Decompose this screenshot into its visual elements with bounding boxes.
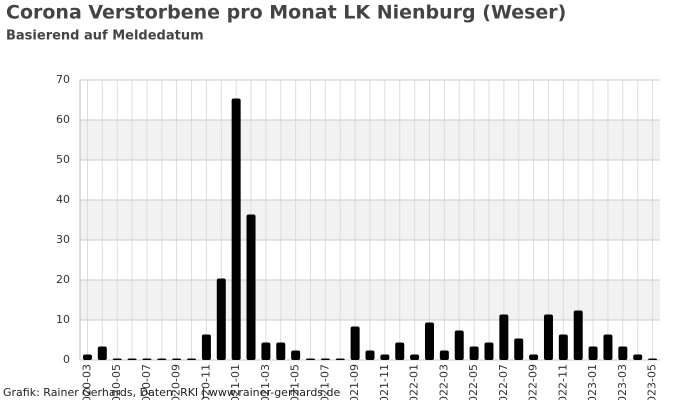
- chart-title: Corona Verstorbene pro Monat LK Nienburg…: [6, 2, 566, 24]
- bar: [320, 358, 330, 360]
- bar: [424, 322, 434, 360]
- bar: [380, 354, 390, 360]
- bar: [365, 350, 375, 360]
- x-tick-label: 2020-11: [199, 364, 212, 400]
- bar: [588, 346, 598, 360]
- y-tick-label: 0: [63, 353, 70, 366]
- bar: [97, 346, 107, 360]
- bar: [157, 358, 167, 360]
- bar: [246, 214, 256, 360]
- bar: [291, 350, 301, 360]
- y-tick-label: 70: [56, 73, 70, 86]
- x-tick-label: 2022-03: [437, 364, 450, 400]
- bar: [216, 278, 226, 360]
- bar: [558, 334, 568, 360]
- x-tick-label: 2021-11: [378, 364, 391, 400]
- bar: [573, 310, 583, 360]
- bar: [469, 346, 479, 360]
- y-tick-label: 20: [56, 273, 70, 286]
- x-tick-label: 2022-07: [497, 364, 510, 400]
- bar: [499, 314, 509, 360]
- x-tick-label: 2023-05: [646, 364, 659, 400]
- bar: [201, 334, 211, 360]
- bar: [439, 350, 449, 360]
- bar: [142, 358, 152, 360]
- bar: [82, 354, 92, 360]
- y-tick-label: 30: [56, 233, 70, 246]
- bar: [529, 354, 539, 360]
- x-tick-label: 2022-05: [467, 364, 480, 400]
- bar: [410, 354, 420, 360]
- bar: [648, 358, 658, 360]
- bar: [231, 98, 241, 360]
- bar: [514, 338, 524, 360]
- bar: [454, 330, 464, 360]
- bar: [633, 354, 643, 360]
- x-tick-label: 2023-03: [616, 364, 629, 400]
- bar: [603, 334, 613, 360]
- y-tick-label: 60: [56, 113, 70, 126]
- bar: [618, 346, 628, 360]
- x-tick-label: 2020-09: [170, 364, 183, 400]
- bar: [187, 358, 197, 360]
- y-tick-label: 40: [56, 193, 70, 206]
- x-tick-label: 2020-05: [110, 364, 123, 400]
- bar: [261, 342, 271, 360]
- chart-subtitle: Basierend auf Meldedatum: [6, 29, 204, 44]
- bar: [335, 358, 345, 360]
- bar: [350, 326, 360, 360]
- x-tick-label: 2021-09: [348, 364, 361, 400]
- x-tick-label: 2020-07: [140, 364, 153, 400]
- bar: [306, 358, 316, 360]
- bar: [543, 314, 553, 360]
- source-note: Grafik: Rainer Gerhards, Daten: RKI | ww…: [3, 386, 341, 399]
- x-tick-label: 2021-05: [289, 364, 302, 400]
- x-tick-label: 2021-01: [229, 364, 242, 400]
- x-tick-label: 2021-07: [318, 364, 331, 400]
- bar: [112, 358, 122, 360]
- bar: [484, 342, 494, 360]
- x-tick-label: 2022-09: [527, 364, 540, 400]
- x-tick-label: 2023-01: [586, 364, 599, 400]
- y-tick-label: 10: [56, 313, 70, 326]
- y-tick-label: 50: [56, 153, 70, 166]
- x-tick-label: 2022-11: [556, 364, 569, 400]
- bar: [395, 342, 405, 360]
- bar: [127, 358, 137, 360]
- x-tick-label: 2022-01: [408, 364, 421, 400]
- x-tick-label: 2020-03: [80, 364, 93, 400]
- bar: [276, 342, 286, 360]
- x-tick-label: 2021-03: [259, 364, 272, 400]
- bar: [172, 358, 182, 360]
